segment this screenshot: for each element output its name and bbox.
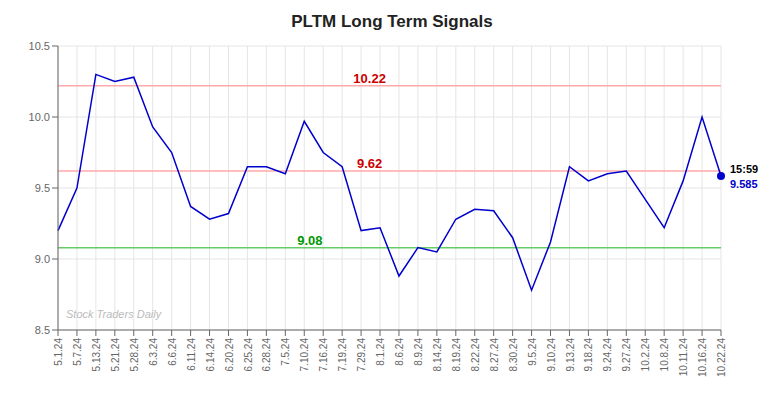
svg-text:10.22: 10.22 <box>353 71 386 86</box>
svg-text:8.27.24: 8.27.24 <box>489 338 500 372</box>
svg-text:8.14.24: 8.14.24 <box>432 338 443 372</box>
svg-text:8.19.24: 8.19.24 <box>451 338 462 372</box>
svg-text:9.5.24: 9.5.24 <box>527 338 538 366</box>
svg-text:9.10.24: 9.10.24 <box>546 338 557 372</box>
svg-text:6.3.24: 6.3.24 <box>148 338 159 366</box>
svg-text:10.2.24: 10.2.24 <box>640 338 651 372</box>
svg-text:7.19.24: 7.19.24 <box>337 338 348 372</box>
svg-text:6.25.24: 6.25.24 <box>243 338 254 372</box>
svg-text:9.62: 9.62 <box>357 156 382 171</box>
svg-text:6.20.24: 6.20.24 <box>224 338 235 372</box>
svg-text:10.11.24: 10.11.24 <box>678 338 689 377</box>
svg-text:7.29.24: 7.29.24 <box>356 338 367 372</box>
svg-text:9.18.24: 9.18.24 <box>584 338 595 372</box>
svg-text:5.7.24: 5.7.24 <box>72 338 83 366</box>
svg-text:6.14.24: 6.14.24 <box>205 338 216 372</box>
svg-text:8.1.24: 8.1.24 <box>375 338 386 366</box>
svg-text:9.13.24: 9.13.24 <box>565 338 576 372</box>
svg-text:10.22.24: 10.22.24 <box>716 338 727 377</box>
svg-text:10.8.24: 10.8.24 <box>659 338 670 372</box>
svg-text:10.5: 10.5 <box>29 40 50 52</box>
svg-text:8.30.24: 8.30.24 <box>508 338 519 372</box>
svg-text:5.1.24: 5.1.24 <box>53 338 64 366</box>
svg-text:9.5: 9.5 <box>35 182 50 194</box>
svg-text:10.0: 10.0 <box>29 111 50 123</box>
svg-text:8.5: 8.5 <box>35 324 50 336</box>
html-text:PLTM Long Term Signals: PLTM Long Term Signals <box>291 12 493 31</box>
svg-text:10.16.24: 10.16.24 <box>697 338 708 377</box>
svg-text:9.08: 9.08 <box>297 233 322 248</box>
svg-text:8.22.24: 8.22.24 <box>470 338 481 372</box>
svg-text:5.28.24: 5.28.24 <box>129 338 140 372</box>
svg-text:6.11.24: 6.11.24 <box>186 338 197 371</box>
html-text:Stock Traders Daily: Stock Traders Daily <box>66 308 162 320</box>
svg-text:15:59: 15:59 <box>730 163 758 175</box>
svg-text:8.9.24: 8.9.24 <box>413 338 424 366</box>
svg-text:5.13.24: 5.13.24 <box>91 338 102 372</box>
svg-text:9.24.24: 9.24.24 <box>602 338 613 372</box>
svg-text:6.6.24: 6.6.24 <box>167 338 178 366</box>
svg-text:9.0: 9.0 <box>35 253 50 265</box>
svg-text:7.10.24: 7.10.24 <box>299 338 310 372</box>
svg-text:7.5.24: 7.5.24 <box>280 338 291 366</box>
svg-text:7.16.24: 7.16.24 <box>318 338 329 372</box>
svg-text:8.6.24: 8.6.24 <box>394 338 405 366</box>
svg-text:9.27.24: 9.27.24 <box>621 338 632 372</box>
svg-text:6.28.24: 6.28.24 <box>261 338 272 372</box>
svg-text:5.21.24: 5.21.24 <box>110 338 121 372</box>
svg-text:9.585: 9.585 <box>730 178 758 190</box>
